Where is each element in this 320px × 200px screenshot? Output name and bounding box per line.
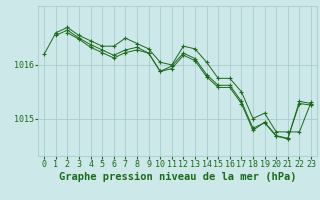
X-axis label: Graphe pression niveau de la mer (hPa): Graphe pression niveau de la mer (hPa) xyxy=(59,172,296,182)
